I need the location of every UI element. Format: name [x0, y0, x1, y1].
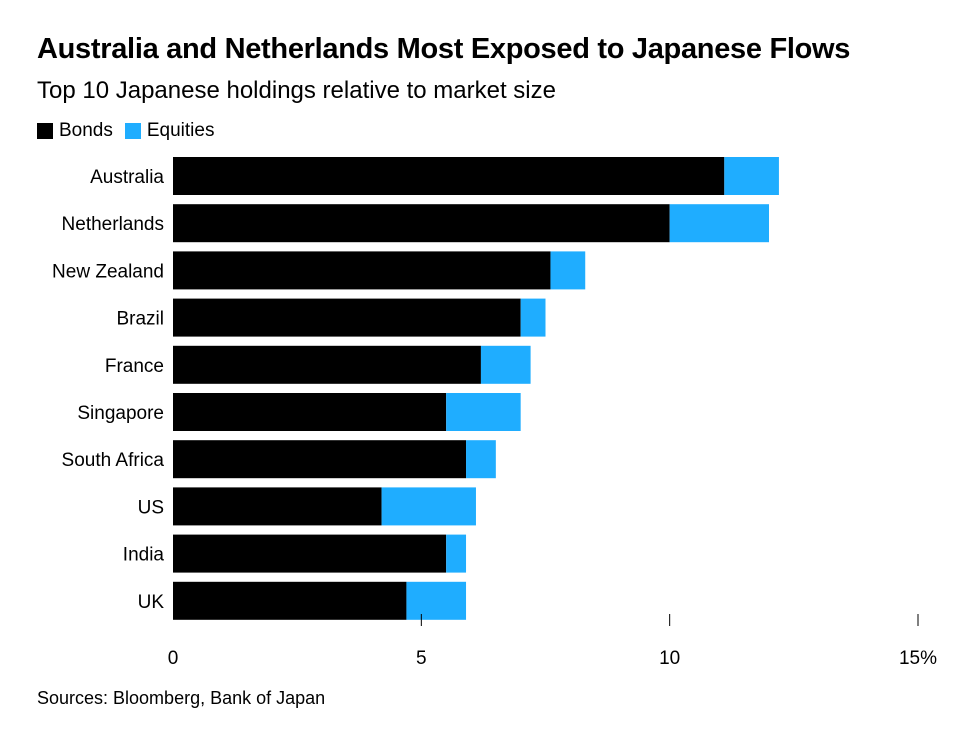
legend-swatch-bonds — [37, 123, 53, 139]
bar-australia-bonds — [173, 157, 725, 195]
bar-new-zealand-equities — [550, 251, 586, 290]
x-tick-label-15: 15% — [899, 648, 937, 669]
chart-title: Australia and Netherlands Most Exposed t… — [37, 33, 851, 65]
x-tick-label-5: 5 — [416, 648, 427, 669]
bar-singapore-bonds — [173, 393, 447, 431]
bar-uk-bonds — [173, 581, 407, 620]
bar-us-equities — [381, 487, 476, 526]
bar-us-bonds — [173, 487, 382, 526]
legend-label-bonds: Bonds — [59, 120, 113, 141]
category-label-brazil: Brazil — [116, 309, 164, 330]
x-tick-label-10: 10 — [659, 648, 680, 669]
category-label-uk: UK — [138, 592, 165, 613]
bar-australia-equities — [724, 157, 779, 195]
legend: Bonds Equities — [37, 120, 226, 142]
legend-label-equities: Equities — [146, 120, 215, 141]
legend-item-bonds: Bonds — [37, 120, 113, 142]
category-label-south-africa: South Africa — [62, 450, 165, 471]
category-label-new-zealand: New Zealand — [52, 261, 164, 282]
source-note: Sources: Bloomberg, Bank of Japan — [37, 688, 326, 708]
bar-singapore-equities — [446, 393, 521, 431]
bar-india-equities — [446, 534, 467, 573]
bar-brazil-equities — [520, 298, 546, 337]
x-tick-label-0: 0 — [168, 648, 179, 669]
bar-south-africa-equities — [466, 440, 496, 479]
bar-india-bonds — [173, 534, 447, 573]
category-label-netherlands: Netherlands — [62, 214, 164, 235]
category-label-australia: Australia — [90, 167, 164, 188]
bar-netherlands-bonds — [173, 204, 670, 243]
bar-uk-equities — [406, 581, 467, 620]
bar-france-bonds — [173, 345, 481, 384]
bar-south-africa-bonds — [173, 440, 467, 479]
bar-netherlands-equities — [669, 204, 769, 243]
category-label-singapore: Singapore — [77, 403, 164, 424]
bar-brazil-bonds — [173, 298, 521, 337]
legend-item-equities: Equities — [124, 120, 215, 142]
category-label-france: France — [105, 356, 164, 377]
category-label-us: US — [138, 497, 164, 518]
chart-subtitle: Top 10 Japanese holdings relative to mar… — [37, 77, 556, 104]
legend-swatch-equities — [124, 123, 141, 139]
bar-new-zealand-bonds — [173, 251, 551, 290]
category-label-india: India — [123, 545, 165, 566]
bar-france-equities — [480, 345, 531, 384]
